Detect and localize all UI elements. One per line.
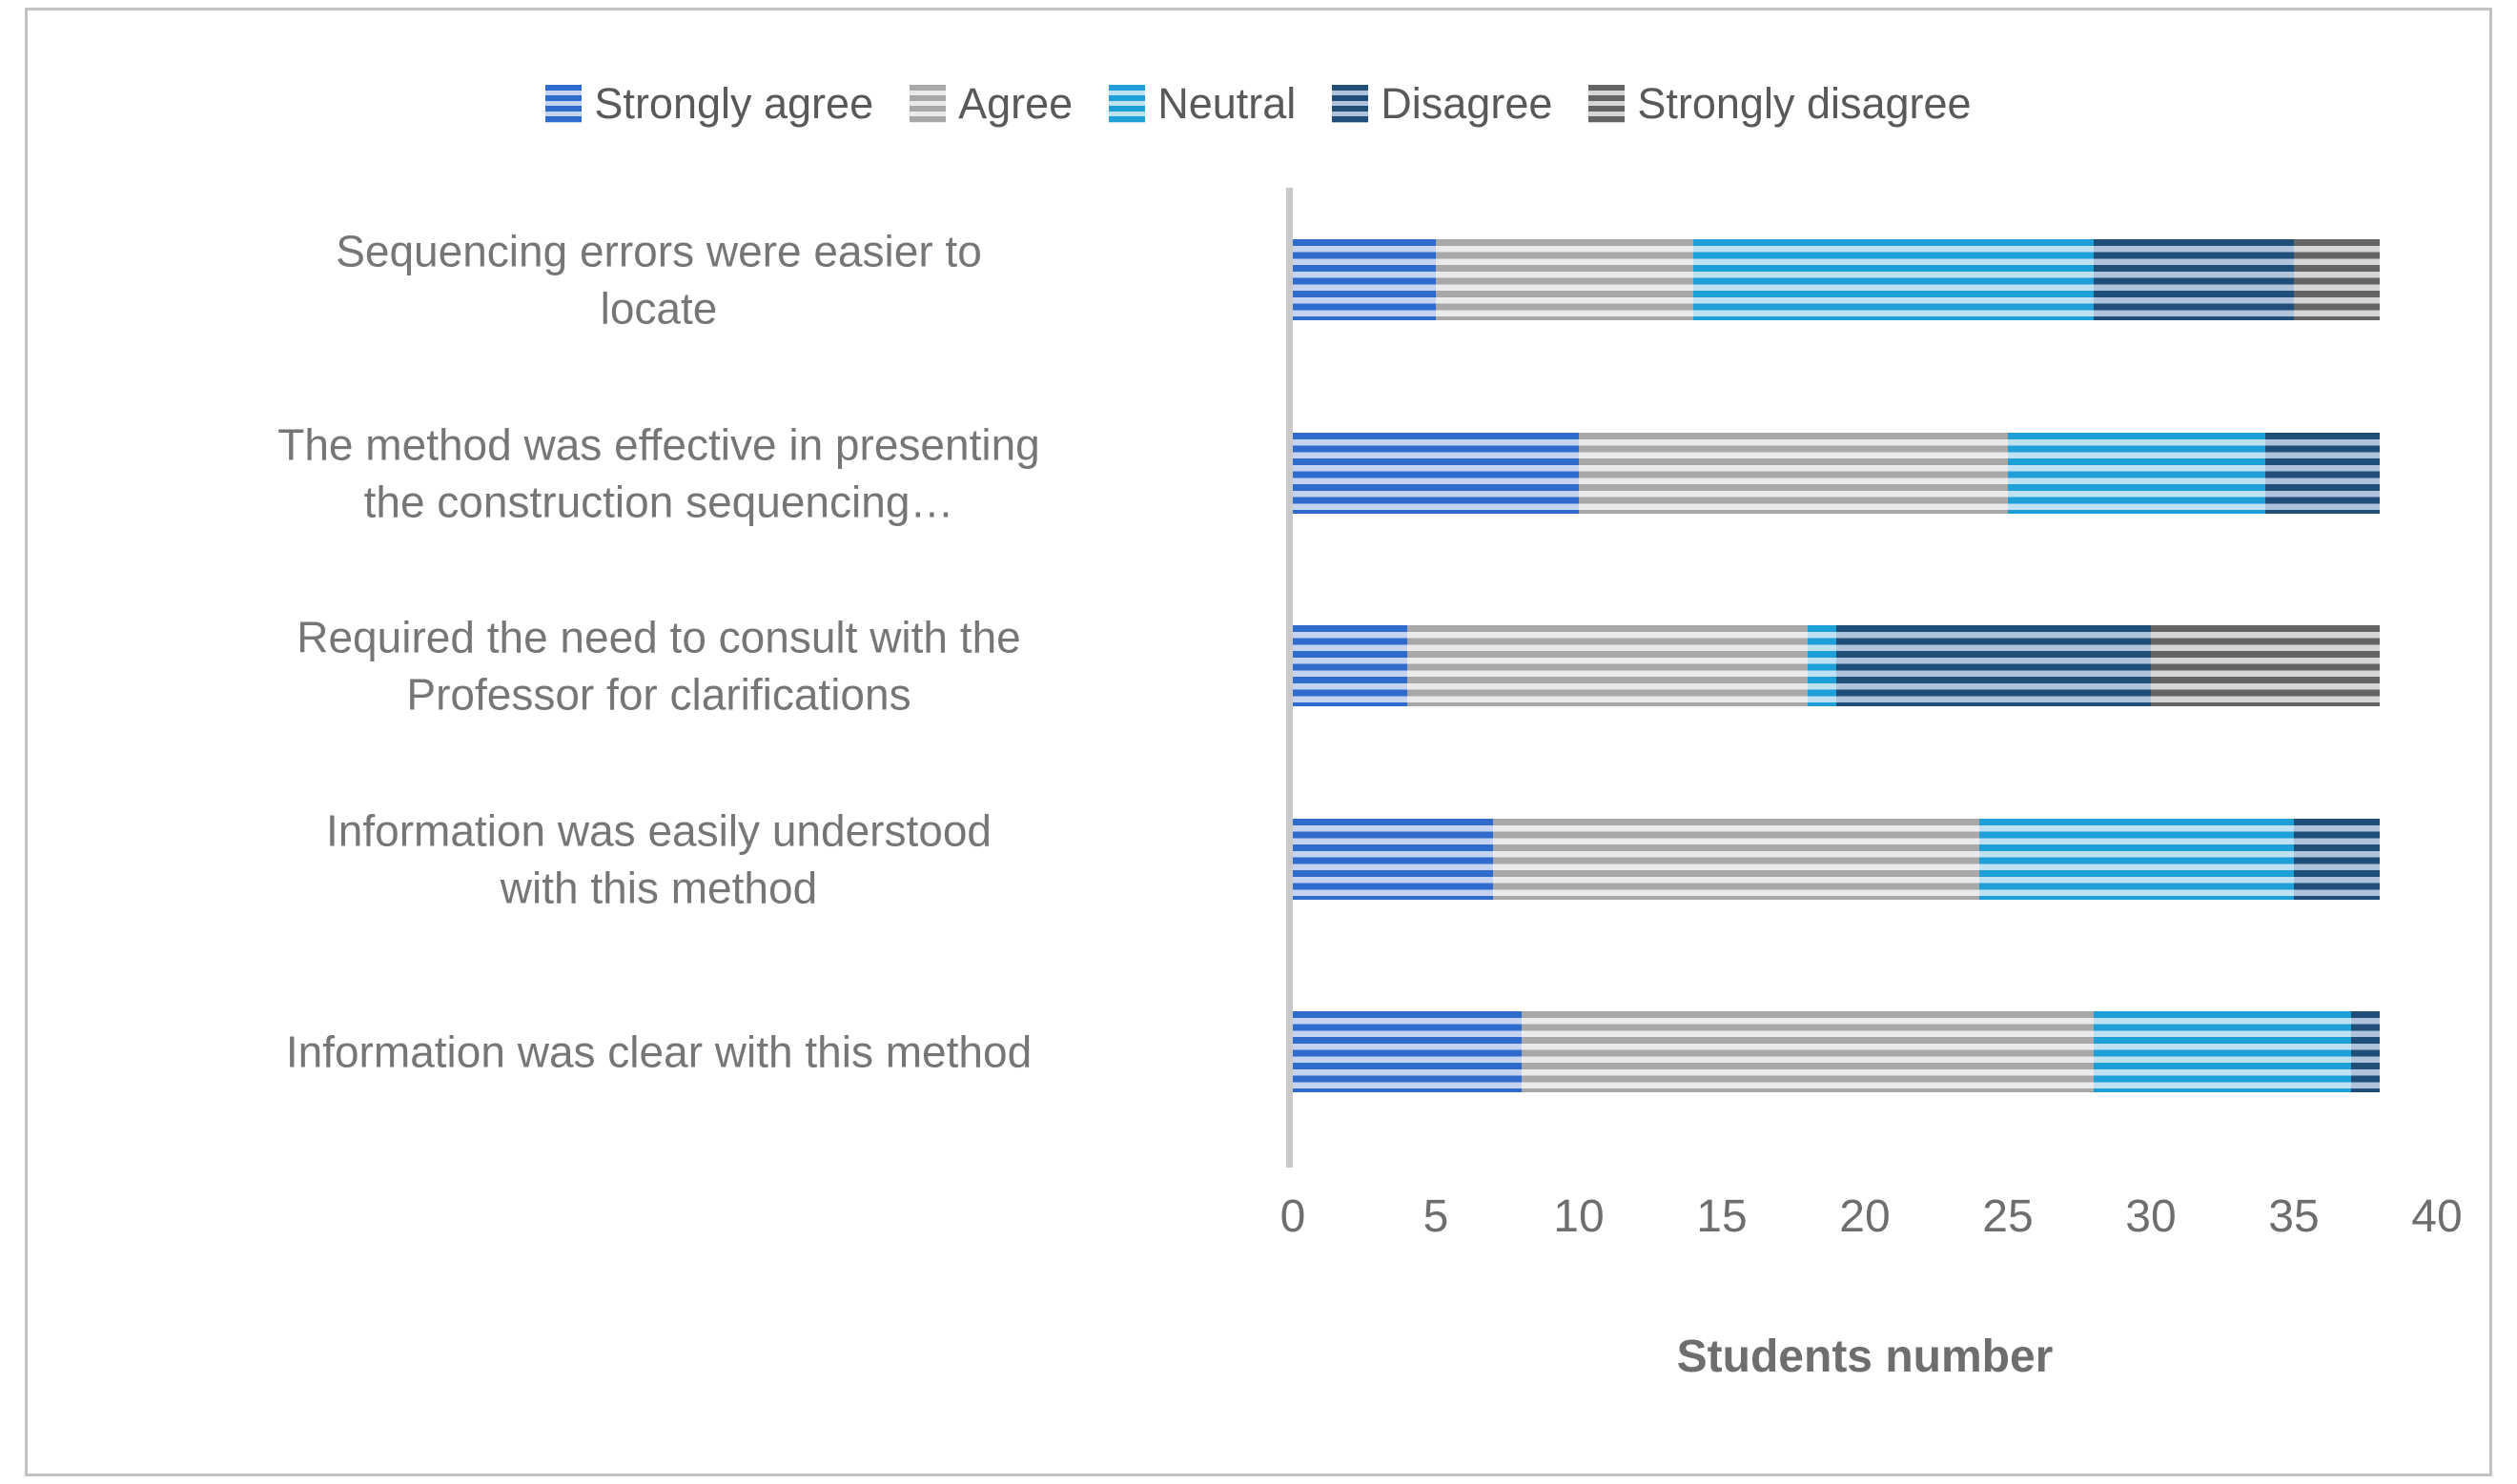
bar-segment-strongly-agree	[1293, 819, 1493, 900]
bar-segment-disagree	[1836, 625, 2151, 706]
legend-swatch-disagree-icon	[1332, 85, 1369, 123]
bar-segment-neutral	[2094, 1011, 2351, 1092]
bar-segment-strongly-agree	[1293, 433, 1579, 514]
legend-swatch-strongly-disagree-icon	[1588, 85, 1626, 123]
y-axis-line	[1286, 188, 1293, 1168]
bar-segment-strongly-disagree	[2151, 625, 2380, 706]
legend-swatch-neutral-icon	[1109, 85, 1146, 123]
bar-segment-neutral	[2008, 433, 2265, 514]
x-axis-tick-label: 40	[2411, 1191, 2463, 1242]
x-axis-tick-label: 10	[1553, 1191, 1605, 1242]
x-axis-tick-label: 35	[2268, 1191, 2320, 1242]
legend-item-disagree: Disagree	[1332, 79, 1552, 129]
legend-item-agree: Agree	[910, 79, 1073, 129]
legend-label: Neutral	[1157, 79, 1297, 128]
x-axis-tick-label: 0	[1279, 1191, 1306, 1242]
legend-item-neutral: Neutral	[1109, 79, 1296, 129]
bar-segment-neutral	[1808, 625, 1836, 706]
bar-segment-agree	[1407, 625, 1808, 706]
legend-label: Disagree	[1381, 79, 1553, 128]
x-axis-tick-label: 30	[2125, 1191, 2177, 1242]
bar-segment-disagree	[2294, 819, 2380, 900]
category-label: Sequencing errors were easier to locate	[336, 225, 982, 334]
stacked-bar	[1293, 625, 2380, 706]
legend-item-strongly-disagree: Strongly disagree	[1588, 79, 1972, 129]
category-label: The method was effective in presenting t…	[277, 418, 1040, 527]
bar-segment-agree	[1522, 1011, 2094, 1092]
x-axis-tick-label: 5	[1422, 1191, 1449, 1242]
x-axis-tick-label: 25	[1982, 1191, 2034, 1242]
bar-segment-agree	[1579, 433, 2008, 514]
bar-segment-disagree	[2265, 433, 2380, 514]
bar-segment-agree	[1436, 239, 1693, 320]
bar-segment-neutral	[1979, 819, 2294, 900]
legend-swatch-strongly-agree-icon	[545, 85, 583, 123]
category-label: Required the need to consult with the Pr…	[297, 611, 1021, 720]
stacked-bar	[1293, 819, 2380, 900]
legend-label: Strongly agree	[594, 79, 874, 128]
legend-label: Strongly disagree	[1637, 79, 1972, 128]
category-label: Information was clear with this method	[285, 1027, 1033, 1077]
chart-legend: Strongly agree Agree Neutral Disagree Strong…	[56, 79, 2461, 129]
bar-segment-strongly-agree	[1293, 1011, 1522, 1092]
x-axis-title: Students number	[1676, 1332, 2054, 1382]
bar-segment-agree	[1493, 819, 1979, 900]
bar-segment-strongly-agree	[1293, 625, 1407, 706]
bar-segment-neutral	[1693, 239, 2094, 320]
stacked-bar	[1293, 239, 2380, 320]
legend-swatch-agree-icon	[910, 85, 947, 123]
x-axis-tick-label: 15	[1696, 1191, 1748, 1242]
chart-frame: Strongly agree Agree Neutral Disagree Strong…	[25, 8, 2492, 1476]
bar-segment-strongly-disagree	[2294, 239, 2380, 320]
bar-segment-disagree	[2351, 1011, 2380, 1092]
legend-label: Agree	[958, 79, 1074, 128]
bar-segment-strongly-agree	[1293, 239, 1436, 320]
stacked-bar	[1293, 433, 2380, 514]
category-label: Information was easily understood with t…	[325, 804, 992, 913]
stacked-bar	[1293, 1011, 2380, 1092]
x-axis-tick-label: 20	[1839, 1191, 1891, 1242]
legend-item-strongly-agree: Strongly agree	[545, 79, 873, 129]
bar-segment-disagree	[2094, 239, 2294, 320]
